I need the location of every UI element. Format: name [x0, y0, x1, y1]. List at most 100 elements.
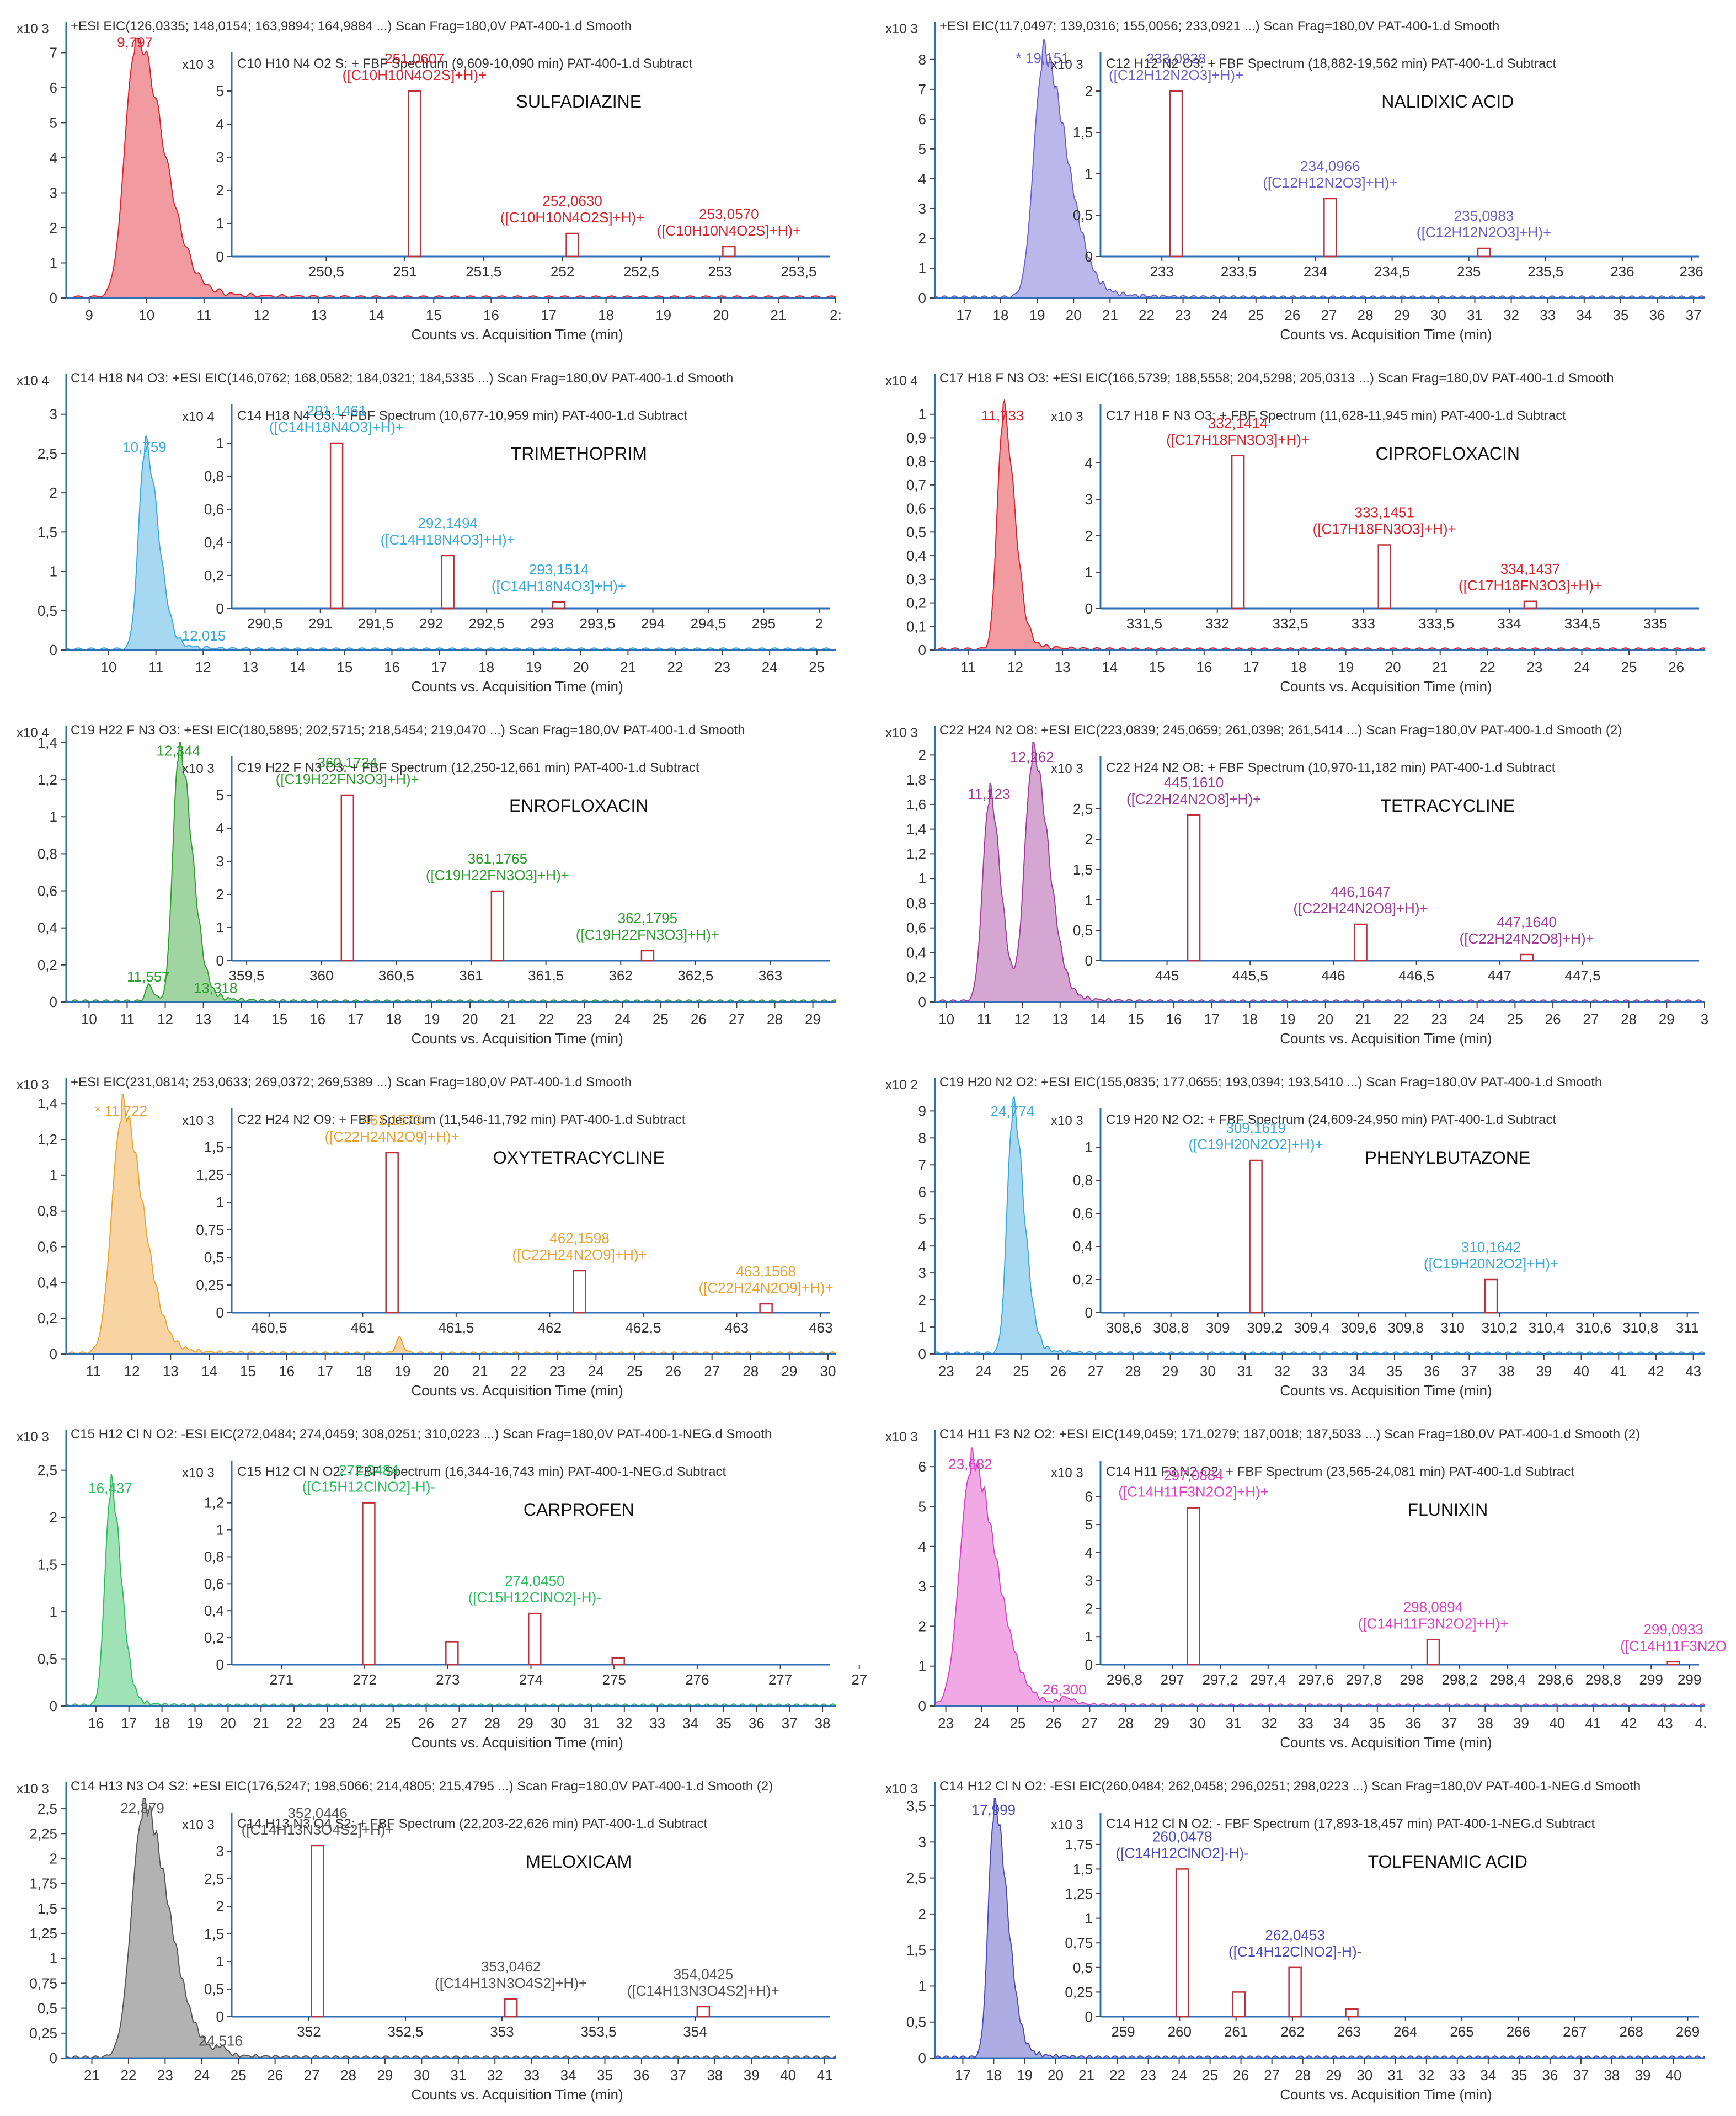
eic-x-tick-label: 33 — [1297, 1715, 1313, 1731]
eic-x-tick-label: 30 — [1356, 2067, 1372, 2083]
panel-svg: C22 H24 N2 O8: +ESI EIC(223,0839; 245,06… — [885, 723, 1708, 1047]
eic-x-tick-label: 26 — [1046, 1715, 1062, 1731]
spectrum-y-tick-label: 0 — [1085, 1304, 1093, 1321]
spectrum-y-tick-label: 4 — [1085, 455, 1093, 471]
eic-x-tick-label: 21 — [1078, 2067, 1094, 2083]
spectrum-x-tick-label: 298 — [1400, 1671, 1424, 1688]
eic-scale-label: x10 4 — [17, 374, 49, 388]
spectrum-bar-mz-label: 362,1795 — [618, 910, 677, 926]
panel-svg: +ESI EIC(117,0497; 139,0316; 155,0056; 2… — [885, 19, 1705, 343]
eic-x-tick-label: 25 — [627, 1363, 643, 1379]
eic-y-tick-label: 4 — [918, 1538, 926, 1555]
eic-x-tick-label: 32 — [487, 2067, 503, 2083]
spectrum-y-tick-label: 0,5 — [1073, 207, 1093, 223]
eic-x-tick-label: 21 — [1355, 1011, 1371, 1027]
eic-x-tick-label: 34 — [1333, 1715, 1349, 1731]
eic-peak-label: 24,774 — [991, 1103, 1035, 1120]
eic-x-tick-label: 25 — [1202, 2067, 1218, 2083]
spectrum-bar-formula-label: ([C22H24N2O8]+H)+ — [1126, 791, 1261, 807]
compound-name: FLUNIXIN — [1407, 1500, 1488, 1520]
chromatogram-panel: C19 H20 N2 O2: +ESI EIC(155,0835; 177,06… — [883, 1070, 1716, 1401]
eic-header: C14 H18 N4 O3: +ESI EIC(146,0762; 168,05… — [71, 371, 733, 386]
spectrum-bar — [1477, 247, 1491, 258]
eic-x-tick-label: 37 — [1573, 2067, 1589, 2083]
spectrum-bar-mz-label: 333,1451 — [1355, 504, 1414, 521]
spectrum-bar — [1187, 1507, 1200, 1666]
eic-scale-label: x10 3 — [885, 22, 918, 36]
spectrum-y-tick-label: 0 — [1085, 952, 1093, 969]
eic-y-tick-label: 0,6 — [906, 500, 926, 517]
spectrum-bar-mz-label: 293,1514 — [529, 561, 589, 578]
eic-x-tick-label: 10 — [81, 1011, 97, 1027]
spectrum-bar-formula-label: ([C10H10N4O2S]+H)+ — [500, 209, 645, 226]
eic-peak-label: 16,437 — [88, 1480, 132, 1496]
eic-x-tick-label: 23 — [1431, 1011, 1447, 1027]
eic-x-tick-label: 34 — [682, 1715, 698, 1731]
spectrum-scale-label: x10 3 — [1051, 409, 1083, 424]
eic-y-tick-label: 0,2 — [906, 969, 926, 985]
eic-x-tick-label: 13 — [163, 1363, 179, 1379]
eic-x-tick-label: 14 — [1090, 1011, 1106, 1027]
eic-x-tick-label: 26 — [1050, 1363, 1066, 1379]
eic-x-tick-label: 40 — [1666, 2067, 1682, 2083]
spectrum-background — [1101, 404, 1699, 609]
spectrum-y-tick-label: 0,2 — [204, 567, 224, 584]
spectrum-bar-formula-label: ([C10H10N4O2S]+H)+ — [657, 222, 802, 239]
eic-x-tick-label: 18 — [478, 659, 494, 675]
eic-x-tick-label: 24 — [352, 1715, 368, 1731]
spectrum-scale-label: x10 3 — [182, 57, 215, 72]
eic-x-tick-label: 34 — [560, 2067, 576, 2083]
eic-x-tick-label: 23 — [576, 1011, 592, 1027]
spectrum-bar — [445, 1641, 459, 1666]
spectrum-x-tick-label: 261 — [1224, 2023, 1248, 2040]
spectrum-bar — [441, 555, 455, 610]
spectrum-bar-formula-label: ([C19H20N2O2]+H)+ — [1189, 1136, 1323, 1153]
eic-x-tick-label: 30 — [820, 1363, 836, 1379]
eic-x-tick-label: 24 — [1211, 307, 1227, 323]
spectrum-x-tick-label: 354 — [683, 2023, 707, 2040]
eic-x-tick-label: 23 — [1175, 307, 1191, 323]
spectrum-x-tick-label: 297,8 — [1346, 1671, 1382, 1688]
eic-peak-label: 17,999 — [972, 1801, 1016, 1818]
spectrum-bar — [1484, 1278, 1498, 1314]
eic-x-tick-label: 24 — [976, 1363, 992, 1379]
eic-y-tick-label: 1,5 — [38, 524, 57, 540]
spectrum-x-tick-label: 267 — [1563, 2023, 1587, 2040]
eic-x-tick-label: 31 — [450, 2067, 466, 2083]
eic-x-tick-label: 22 — [286, 1715, 302, 1731]
eic-x-tick-label: 36 — [1649, 307, 1665, 323]
spectrum-bar-formula-label: ([C14H13N3O4S2]+H)+ — [435, 1975, 587, 1991]
eic-x-tick-label: 36 — [1542, 2067, 1558, 2083]
spectrum-x-tick-label: 461 — [351, 1319, 375, 1336]
eic-x-tick-label: 22 — [1139, 307, 1155, 323]
spectrum-y-tick-label: 0,8 — [1073, 1172, 1093, 1188]
eic-trace — [66, 435, 836, 651]
eic-x-tick-label: 39 — [744, 2067, 760, 2083]
panel-svg: C14 H12 Cl N O2: -ESI EIC(260,0484; 262,… — [885, 1779, 1705, 2103]
eic-y-tick-label: 0 — [50, 2050, 57, 2066]
eic-x-tick-label: 21 — [253, 1715, 269, 1731]
spectrum-bar-mz-label: 274,0450 — [505, 1573, 564, 1589]
spectrum-x-tick-label: 292 — [419, 615, 443, 632]
eic-x-tick-label: 31 — [1467, 307, 1483, 323]
spectrum-y-tick-label: 5 — [216, 787, 224, 803]
eic-x-tick-label: 12 — [157, 1011, 173, 1027]
eic-y-tick-label: 2 — [50, 484, 57, 501]
spectrum-x-tick-label: 253,5 — [781, 263, 816, 280]
spectrum-x-tick-label: 250,5 — [308, 263, 344, 280]
spectrum-bar-mz-label: 252,0630 — [542, 193, 602, 209]
eic-x-tick-label: 37 — [1441, 1715, 1457, 1731]
spectrum-bar-formula-label: ([C22H24N2O9]+H)+ — [699, 1280, 834, 1296]
eic-x-tick-label: 20 — [220, 1715, 236, 1731]
eic-x-tick-label: 22 — [120, 2067, 136, 2083]
spectrum-x-tick-label: 311 — [1676, 1319, 1698, 1336]
spectrum-bar — [490, 890, 505, 962]
eic-x-tick-label: 37 — [1686, 307, 1702, 323]
eic-x-tick-label: 34 — [1480, 2067, 1496, 2083]
eic-peak-label: 12,015 — [182, 627, 226, 644]
eic-peak-label: 23,682 — [948, 1456, 992, 1473]
eic-x-tick-label: 10 — [101, 659, 117, 675]
spectrum-bar-mz-label: 332,1414 — [1208, 415, 1268, 431]
spectrum-bar-mz-label: 309,1619 — [1226, 1120, 1285, 1136]
eic-x-tick-label: 24 — [588, 1363, 604, 1379]
